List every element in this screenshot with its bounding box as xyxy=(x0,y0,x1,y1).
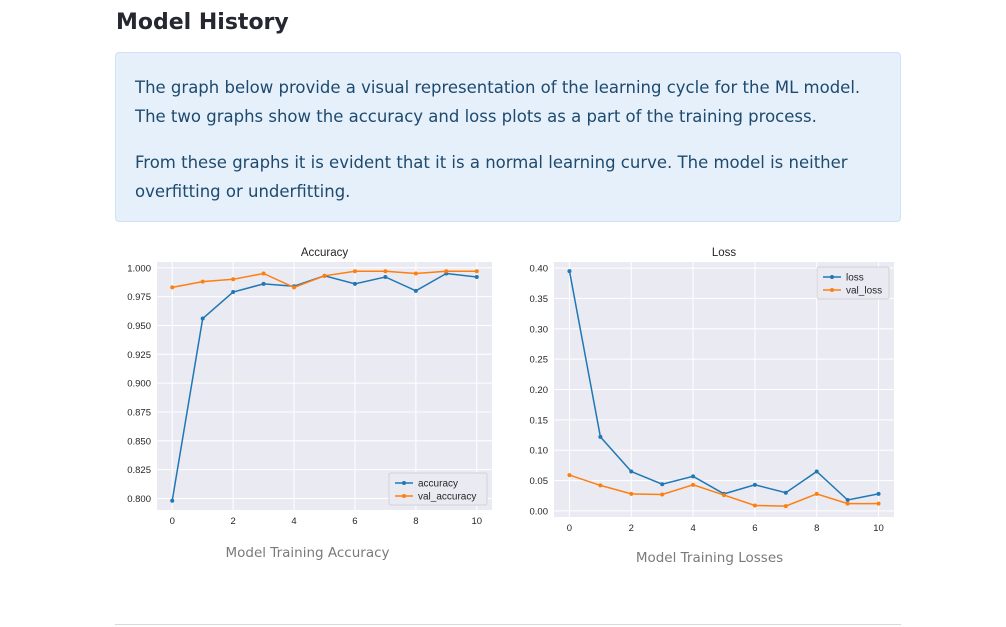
data-point-val_accuracy xyxy=(170,285,175,290)
data-point-val_loss xyxy=(876,501,881,506)
accuracy-chart-svg: Accuracy 0.800 0.825 0.850 0.875 0.900 0.925 0.… xyxy=(127,247,492,527)
data-point-accuracy xyxy=(383,274,388,279)
x-tick-label: 10 xyxy=(471,516,482,527)
x-tick-label: 2 xyxy=(629,523,634,534)
x-tick-label: 4 xyxy=(690,523,695,534)
legend-label: accuracy xyxy=(418,479,458,490)
data-point-accuracy xyxy=(474,274,479,279)
data-point-loss xyxy=(783,490,788,495)
info-paragraph: From these graphs it is evident that it … xyxy=(135,153,848,201)
x-tick-label: 8 xyxy=(413,516,418,527)
divider xyxy=(115,624,901,625)
data-point-accuracy xyxy=(231,289,236,294)
data-point-loss xyxy=(691,474,696,479)
legend-box xyxy=(816,266,890,300)
data-point-val_loss xyxy=(722,493,726,498)
data-point-val_accuracy xyxy=(261,271,266,276)
x-tick-label: 0 xyxy=(170,516,175,527)
data-point-accuracy xyxy=(413,288,418,293)
data-point-loss xyxy=(629,469,634,474)
loss-chart: Loss 0.00 0.05 0.10 0.15 0.20 0.25 0.30 0.35 0.40… xyxy=(512,240,900,535)
data-point-loss xyxy=(567,269,572,274)
data-point-loss xyxy=(845,498,850,502)
x-tick-label: 0 xyxy=(567,523,572,534)
data-point-accuracy xyxy=(200,316,205,321)
data-point-val_accuracy xyxy=(231,277,236,282)
chart-title: Accuracy xyxy=(301,247,349,259)
y-tick-label: 0.00 xyxy=(530,506,549,517)
x-tick-label: 4 xyxy=(291,516,296,527)
x-tick-label: 10 xyxy=(873,523,884,534)
legend-marker-val_loss xyxy=(830,288,834,292)
plot-area xyxy=(157,262,492,510)
info-paragraph: The graph below provide a visual represe… xyxy=(135,78,861,126)
chart-title: Loss xyxy=(712,247,737,259)
y-tick-label: 0.20 xyxy=(530,385,549,396)
x-tick-label: 6 xyxy=(352,516,357,527)
legend-label: val_loss xyxy=(846,286,882,297)
legend-marker-val_accuracy xyxy=(402,494,406,498)
data-point-val_accuracy xyxy=(200,279,205,284)
info-box: The graph below provide a visual represe… xyxy=(115,52,901,222)
page-title: Model History xyxy=(116,10,289,35)
loss-chart-svg: Loss 0.00 0.05 0.10 0.15 0.20 0.25 0.30 0.35 0.40… xyxy=(530,247,894,534)
loss-caption: Model Training Losses xyxy=(635,550,784,566)
y-tick-label: 0.925 xyxy=(127,350,151,361)
data-point-accuracy xyxy=(352,281,357,286)
legend-marker-loss xyxy=(830,275,834,279)
data-point-val_loss xyxy=(783,504,788,509)
data-point-accuracy xyxy=(261,281,266,286)
data-point-val_loss xyxy=(598,483,603,488)
y-tick-label: 0.05 xyxy=(530,476,549,487)
x-tick-label: 8 xyxy=(814,523,819,534)
data-point-loss xyxy=(660,482,665,487)
y-tick-label: 0.10 xyxy=(530,446,549,457)
y-tick-label: 0.800 xyxy=(127,494,151,505)
data-point-val_loss xyxy=(691,482,696,487)
data-point-val_accuracy xyxy=(383,269,388,274)
legend-label: loss xyxy=(846,273,864,284)
x-tick-label: 2 xyxy=(230,516,235,527)
y-tick-label: 0.30 xyxy=(530,324,549,335)
data-point-val_loss xyxy=(567,473,572,478)
y-tick-label: 0.850 xyxy=(127,436,151,447)
y-tick-label: 1.000 xyxy=(127,263,151,274)
data-point-val_accuracy xyxy=(444,269,449,274)
y-tick-label: 0.825 xyxy=(127,465,151,476)
accuracy-caption: Model Training Accuracy xyxy=(225,545,390,561)
legend-marker-accuracy xyxy=(402,481,406,485)
y-tick-label: 0.975 xyxy=(127,292,151,303)
data-point-val_accuracy xyxy=(474,269,479,274)
y-tick-label: 0.900 xyxy=(127,379,151,390)
data-point-loss xyxy=(752,482,757,487)
y-tick-label: 0.40 xyxy=(530,264,549,275)
legend-label: val_accuracy xyxy=(418,492,476,503)
data-point-val_loss xyxy=(629,491,634,496)
data-point-val_loss xyxy=(660,492,665,497)
data-point-val_accuracy xyxy=(292,285,297,290)
y-tick-label: 0.875 xyxy=(127,407,151,418)
data-point-loss xyxy=(598,434,603,439)
legend-box xyxy=(388,472,488,506)
data-point-val_accuracy xyxy=(413,271,418,276)
data-point-accuracy xyxy=(170,498,175,503)
y-tick-label: 0.25 xyxy=(530,355,549,366)
data-point-loss xyxy=(814,469,819,474)
data-point-val_loss xyxy=(845,501,850,506)
y-tick-label: 0.950 xyxy=(127,321,151,332)
y-tick-label: 0.35 xyxy=(530,294,549,305)
y-tick-label: 0.15 xyxy=(530,415,549,426)
accuracy-chart: Accuracy 0.800 0.825 0.850 0.875 0.900 0.925 0.… xyxy=(115,240,495,535)
data-point-loss xyxy=(876,491,881,496)
x-tick-label: 6 xyxy=(752,523,757,534)
data-point-val_loss xyxy=(752,503,757,508)
data-point-val_accuracy xyxy=(352,269,357,274)
data-point-val_accuracy xyxy=(322,273,327,278)
data-point-val_loss xyxy=(814,491,819,496)
